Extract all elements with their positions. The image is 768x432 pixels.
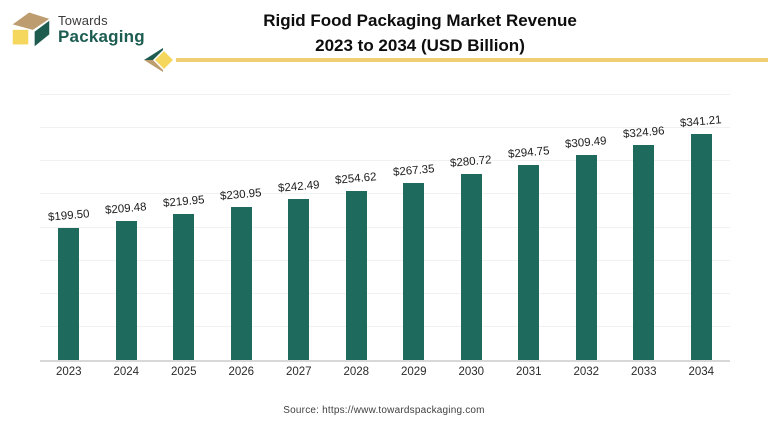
bar-value-label: $341.21 xyxy=(680,114,723,130)
bar-group: $230.95 xyxy=(213,95,271,360)
gridline xyxy=(40,193,730,195)
gridline xyxy=(40,325,730,327)
source-text: Source: https://www.towardspackaging.com xyxy=(283,405,485,416)
bar-value-label: $324.96 xyxy=(622,124,665,141)
bar xyxy=(633,144,655,360)
bar xyxy=(173,214,195,360)
bar xyxy=(460,174,482,360)
chart-title-line1: Rigid Food Packaging Market Revenue xyxy=(263,11,577,30)
bar-chart-plot-area: $199.50 $209.48 $219.95 $230.95 $242.49 $254.… xyxy=(40,94,730,362)
bar-value-label: $242.49 xyxy=(277,179,320,196)
bar-value-label: $267.35 xyxy=(392,163,435,179)
bar-value-label: $280.72 xyxy=(450,154,493,170)
year-label: 2025 xyxy=(170,366,197,378)
bar-group: $280.72 xyxy=(443,95,501,360)
logo: Towards Packaging xyxy=(10,8,145,48)
chart-title: Rigid Food Packaging Market Revenue 2023… xyxy=(72,9,768,58)
bar-group: $309.49 xyxy=(558,95,616,360)
bar-value-label: $254.62 xyxy=(335,171,378,188)
bar-group: $242.49 xyxy=(270,95,328,360)
accent-diamond-arrow-icon xyxy=(143,46,183,79)
bar xyxy=(690,133,712,360)
bar xyxy=(288,199,310,360)
year-label: 2029 xyxy=(400,366,427,378)
bar-group: $341.21 xyxy=(673,95,731,360)
year-label: 2034 xyxy=(688,366,715,378)
bars-row: $199.50 $209.48 $219.95 $230.95 $242.49 $254.… xyxy=(40,95,730,360)
bar xyxy=(518,164,540,360)
x-axis-labels: 2023 2024 2025 2026 2027 2028 2029 2030 2031 2032… xyxy=(40,366,730,378)
chart-title-line2: 2023 to 2034 (USD Billion) xyxy=(315,35,525,55)
bar-group: $219.95 xyxy=(155,95,213,360)
year-label: 2027 xyxy=(285,366,312,378)
bar xyxy=(115,221,137,360)
logo-word-packaging: Packaging xyxy=(58,26,145,46)
bar xyxy=(345,191,367,360)
bar xyxy=(575,154,597,360)
year-label: 2030 xyxy=(458,366,485,378)
gridline xyxy=(40,127,730,129)
bar-group: $254.62 xyxy=(328,95,386,360)
gridline xyxy=(40,226,730,228)
bar-group: $209.48 xyxy=(98,95,156,360)
gridline xyxy=(40,259,730,261)
logo-cube-icon xyxy=(10,8,52,48)
bar-value-label: $209.48 xyxy=(105,201,148,218)
logo-text: Towards Packaging xyxy=(58,10,145,45)
bar xyxy=(230,207,252,360)
year-label: 2032 xyxy=(573,366,600,378)
bar-value-label: $199.50 xyxy=(47,208,90,224)
gridline xyxy=(40,160,730,162)
accent-divider-line xyxy=(176,58,768,62)
gridline xyxy=(40,292,730,294)
bar-group: $199.50 xyxy=(40,95,98,360)
bar-value-label: $230.95 xyxy=(220,187,263,203)
year-label: 2024 xyxy=(113,366,140,378)
gridline xyxy=(40,94,730,95)
year-label: 2026 xyxy=(228,366,255,378)
year-label: 2028 xyxy=(343,366,370,378)
bar xyxy=(403,182,425,360)
year-label: 2033 xyxy=(630,366,657,378)
bar-group: $294.75 xyxy=(500,95,558,360)
bar-value-label: $309.49 xyxy=(565,135,608,151)
year-label: 2023 xyxy=(55,366,82,378)
bar-group: $324.96 xyxy=(615,95,673,360)
bar-value-label: $294.75 xyxy=(507,144,550,161)
bar-group: $267.35 xyxy=(385,95,443,360)
logo-word-towards: Towards xyxy=(58,13,108,29)
bar xyxy=(58,227,80,360)
year-label: 2031 xyxy=(515,366,542,378)
bar-value-label: $219.95 xyxy=(162,194,205,211)
